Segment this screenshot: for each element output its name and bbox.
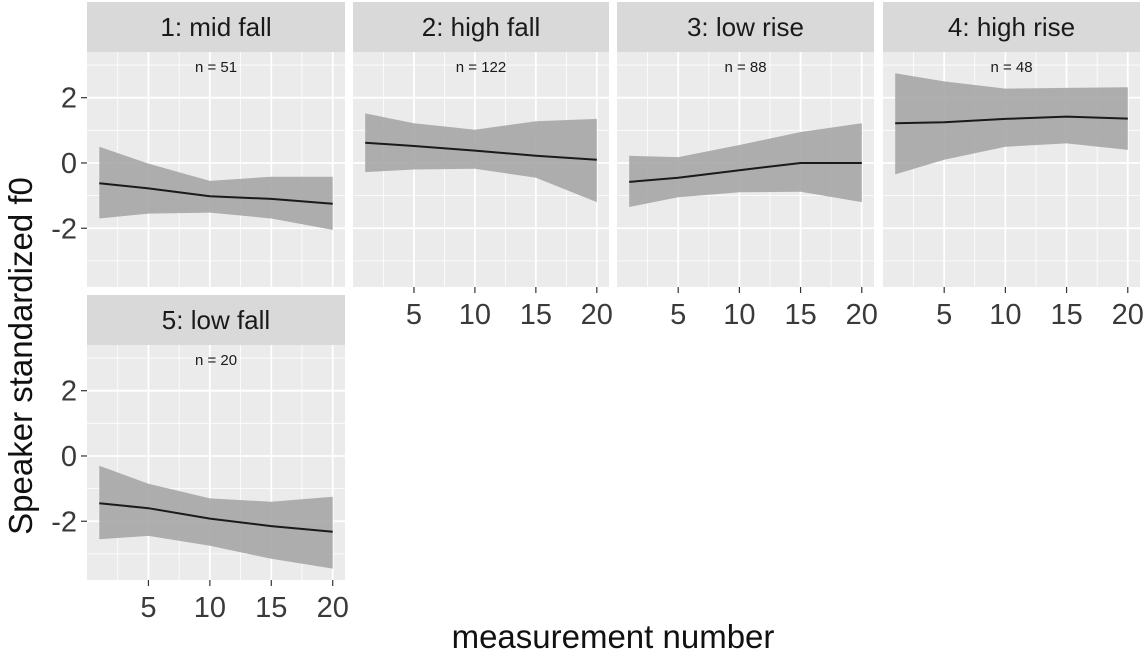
y-axis-title: Speaker standardized f0 <box>2 177 39 535</box>
sample-size-label: n = 88 <box>724 59 766 76</box>
x-tick-label: 15 <box>784 299 816 331</box>
x-tick-label: 5 <box>670 299 686 331</box>
facet-strip-label: 5: low fall <box>162 305 270 335</box>
x-tick-label: 20 <box>846 299 878 331</box>
mean-line <box>629 162 862 183</box>
mean-line <box>895 115 1128 125</box>
y-tick-label: -2 <box>51 213 77 245</box>
x-tick-label: 10 <box>459 299 491 331</box>
facet-strip <box>87 295 345 345</box>
x-tick-label: 5 <box>406 299 422 331</box>
x-tick-label: 15 <box>1050 299 1082 331</box>
facet-panel: 2: high fall n = 122 5 10 15 20 <box>353 2 613 331</box>
mean-line <box>365 141 597 161</box>
y-tick-label: 0 <box>61 148 77 180</box>
sample-size-label: n = 122 <box>456 59 506 76</box>
facet-strip <box>87 2 345 52</box>
x-axis-title: measurement number <box>452 618 775 655</box>
confidence-ribbon <box>365 113 597 203</box>
facet-panel: 5: low fall n = 20 -2 0 2 5 10 15 20 <box>51 295 349 624</box>
facet-panel: 1: mid fall n = 51 -2 0 2 <box>51 2 345 287</box>
facet-strip-label: 4: high rise <box>948 12 1075 42</box>
y-tick-label: 2 <box>61 376 77 408</box>
x-tick-label: 20 <box>581 299 613 331</box>
y-tick-label: -2 <box>51 506 77 538</box>
x-tick-label: 10 <box>194 592 226 624</box>
facet-strip-label: 3: low rise <box>687 12 804 42</box>
facet-strip <box>883 2 1140 52</box>
facet-strip <box>353 2 609 52</box>
mean-line <box>99 502 333 533</box>
y-tick-label: 2 <box>61 83 77 115</box>
confidence-ribbon <box>99 465 333 569</box>
confidence-ribbon <box>99 146 333 230</box>
y-tick-label: 0 <box>61 441 77 473</box>
mean-line <box>99 182 333 205</box>
confidence-ribbon <box>895 73 1128 175</box>
x-tick-label: 5 <box>936 299 952 331</box>
sample-size-label: n = 48 <box>990 59 1032 76</box>
x-tick-label: 10 <box>989 299 1021 331</box>
x-tick-label: 15 <box>255 592 287 624</box>
facet-strip-label: 1: mid fall <box>160 12 271 42</box>
x-tick-label: 20 <box>1112 299 1144 331</box>
x-tick-label: 5 <box>140 592 156 624</box>
x-tick-label: 15 <box>520 299 552 331</box>
facet-panel: 3: low rise n = 88 5 10 15 20 <box>617 2 878 331</box>
facet-panel: 4: high rise n = 48 5 10 15 20 <box>883 2 1144 331</box>
x-tick-label: 10 <box>723 299 755 331</box>
x-tick-label: 20 <box>317 592 349 624</box>
facet-strip-label: 2: high fall <box>422 12 541 42</box>
sample-size-label: n = 20 <box>195 352 237 369</box>
confidence-ribbon <box>629 123 862 207</box>
facet-strip <box>617 2 874 52</box>
sample-size-label: n = 51 <box>195 59 237 76</box>
